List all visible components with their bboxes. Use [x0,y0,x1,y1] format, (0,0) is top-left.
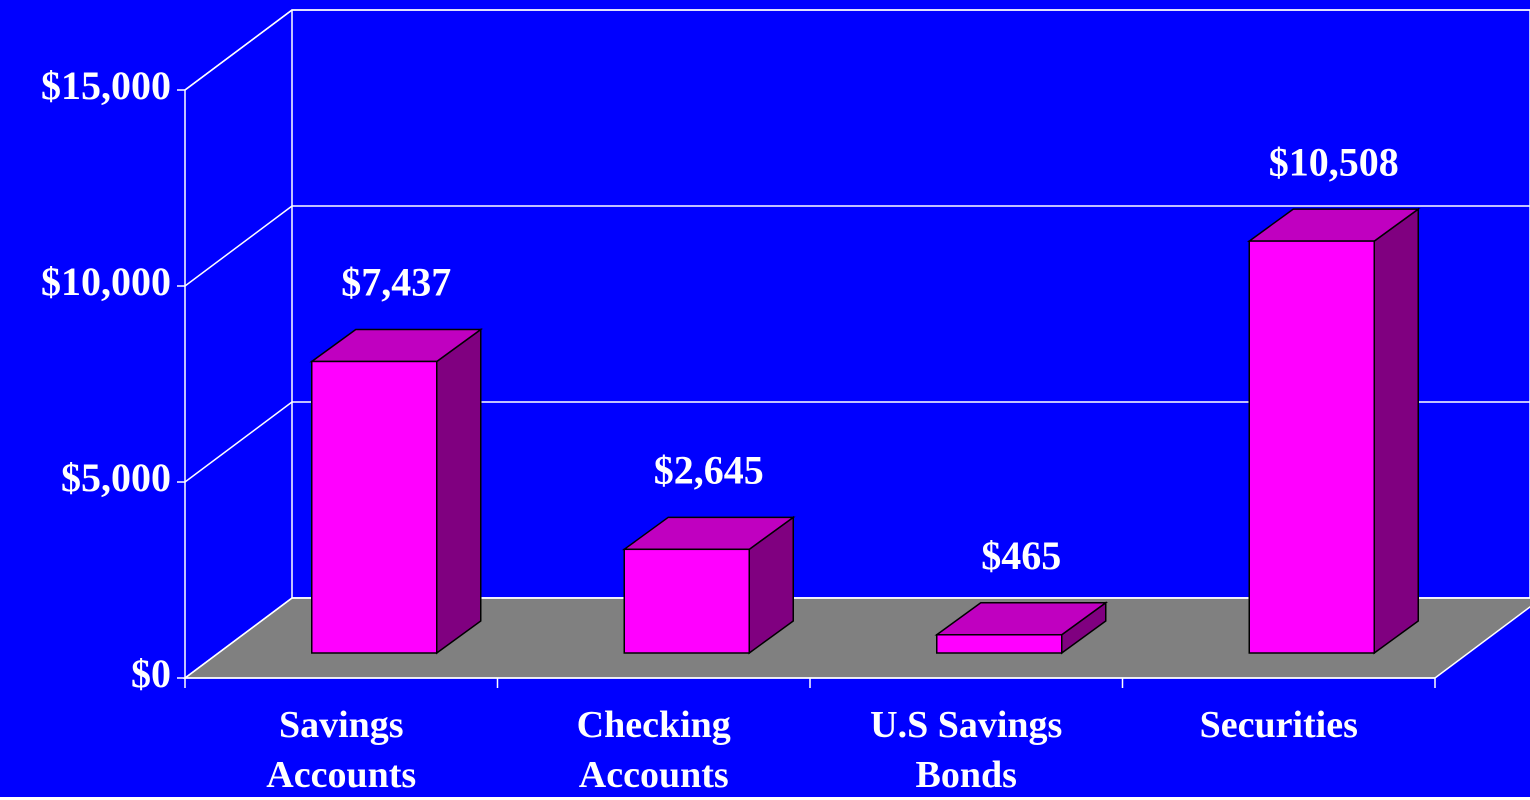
bar-side [1373,207,1419,655]
data-label: $10,508 [1269,139,1399,184]
bar [936,634,1063,654]
y-tick-label: $0 [131,651,171,696]
x-tick-label: Savings Accounts [266,704,417,796]
x-tick-label: Checking Accounts [576,704,731,796]
bar [1248,240,1375,654]
x-tick-label: Securities [1199,704,1358,746]
data-label: $465 [981,533,1061,578]
y-tick-label: $10,000 [41,259,171,304]
data-label: $2,645 [654,447,764,492]
grid-line [184,401,293,483]
bar [623,548,750,654]
grid-line [184,597,293,679]
x-tick-label: U.S Savings Bonds [870,704,1063,796]
grid-line [184,9,293,91]
bar [311,360,438,654]
y-tick-label: $5,000 [61,455,171,500]
grid-line [184,205,293,287]
y-tick-label: $15,000 [41,63,171,108]
bar-side [436,327,482,655]
data-label: $7,437 [341,260,451,305]
